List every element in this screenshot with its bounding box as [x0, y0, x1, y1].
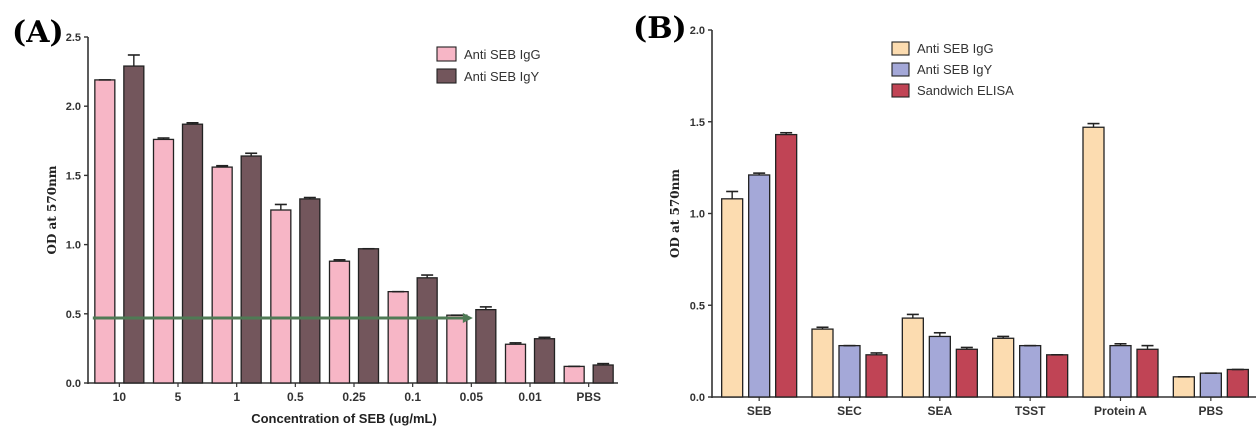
x-tick-label: SEB — [747, 404, 772, 418]
bar — [775, 133, 798, 398]
y-axis-label: OD at 570nm — [45, 165, 59, 254]
legend-label: Anti SEB IgG — [464, 47, 541, 62]
x-axis-label: Concentration of SEB (ug/mL) — [251, 411, 437, 426]
bar — [94, 79, 116, 384]
bar — [533, 338, 556, 384]
bar — [446, 314, 468, 384]
y-tick-label: 0.5 — [690, 300, 705, 312]
bar — [838, 344, 861, 398]
chart-panel-0: (A) 0.0 0.5 1.0 1.5 2.0 2.5 OD at 570nm 10 5 1 0.5 0… — [12, 15, 618, 426]
x-tick-label: 5 — [175, 390, 182, 404]
bar — [328, 260, 351, 384]
x-tick-label: Protein A — [1094, 404, 1147, 418]
bar — [955, 348, 978, 398]
y-tick-label: 2.5 — [66, 32, 81, 44]
bar — [504, 343, 527, 384]
legend-swatch — [891, 83, 910, 98]
bar — [1046, 354, 1069, 398]
y-tick-label: 1.0 — [690, 209, 705, 221]
bar — [992, 337, 1015, 398]
x-tick-label: 1 — [233, 390, 240, 404]
x-tick-label: 10 — [113, 390, 127, 404]
bar — [901, 317, 924, 398]
legend-swatch — [891, 41, 910, 56]
bar — [387, 291, 409, 384]
bar — [299, 198, 321, 384]
bar — [563, 365, 585, 384]
x-tick-label: PBS — [1198, 404, 1223, 418]
x-tick-label: 0.5 — [287, 390, 304, 404]
x-tick-label: TSST — [1015, 404, 1046, 418]
x-tick-label: 0.25 — [342, 390, 366, 404]
y-tick-label: 2.0 — [690, 25, 705, 37]
y-tick-label: 1.0 — [66, 240, 81, 252]
bar — [123, 65, 145, 384]
chart-panel-1: (B) 0.0 0.5 1.0 1.5 2.0 OD at 570nm SEB SEC SEA TS… — [633, 11, 1256, 418]
bar — [1199, 372, 1222, 398]
bar — [152, 138, 175, 384]
annotation-arrow-head — [462, 312, 473, 323]
bar — [416, 277, 438, 384]
x-tick-label: 0.1 — [404, 390, 421, 404]
y-tick-label: 2.0 — [66, 101, 81, 113]
bar — [1136, 348, 1159, 398]
legend-label: Sandwich ELISA — [917, 83, 1014, 98]
bar — [357, 248, 380, 384]
legend-label: Anti SEB IgY — [464, 69, 539, 84]
bar — [1109, 344, 1132, 398]
y-tick-label: 0.0 — [66, 378, 81, 390]
legend-label: Anti SEB IgY — [917, 62, 992, 77]
x-tick-label: SEC — [837, 404, 862, 418]
legend-swatch — [436, 68, 457, 84]
bar — [811, 328, 834, 398]
bar — [1226, 368, 1249, 398]
bar — [475, 308, 497, 384]
x-tick-label: SEA — [927, 404, 952, 418]
bar — [181, 123, 204, 384]
bar — [240, 155, 262, 384]
bar — [1082, 126, 1105, 398]
y-axis-label: OD at 570nm — [668, 169, 682, 258]
bar — [748, 174, 771, 398]
y-tick-label: 0.5 — [66, 309, 81, 321]
legend-swatch — [436, 46, 457, 62]
bar — [592, 364, 614, 384]
panel-label: (B) — [633, 11, 687, 46]
y-tick-label: 1.5 — [690, 117, 705, 129]
bar — [270, 209, 292, 384]
bar — [211, 166, 233, 384]
bar — [721, 198, 744, 398]
bar — [928, 335, 951, 398]
x-tick-label: PBS — [576, 390, 601, 404]
x-tick-label: 0.01 — [518, 390, 542, 404]
bar — [1019, 344, 1042, 398]
panel-label: (A) — [12, 15, 64, 50]
x-tick-label: 0.05 — [460, 390, 484, 404]
y-tick-label: 0.0 — [690, 392, 705, 404]
legend-swatch — [891, 62, 910, 77]
y-tick-label: 1.5 — [66, 170, 81, 182]
legend-label: Anti SEB IgG — [917, 41, 994, 56]
bar — [865, 354, 888, 398]
bar — [1172, 376, 1195, 398]
